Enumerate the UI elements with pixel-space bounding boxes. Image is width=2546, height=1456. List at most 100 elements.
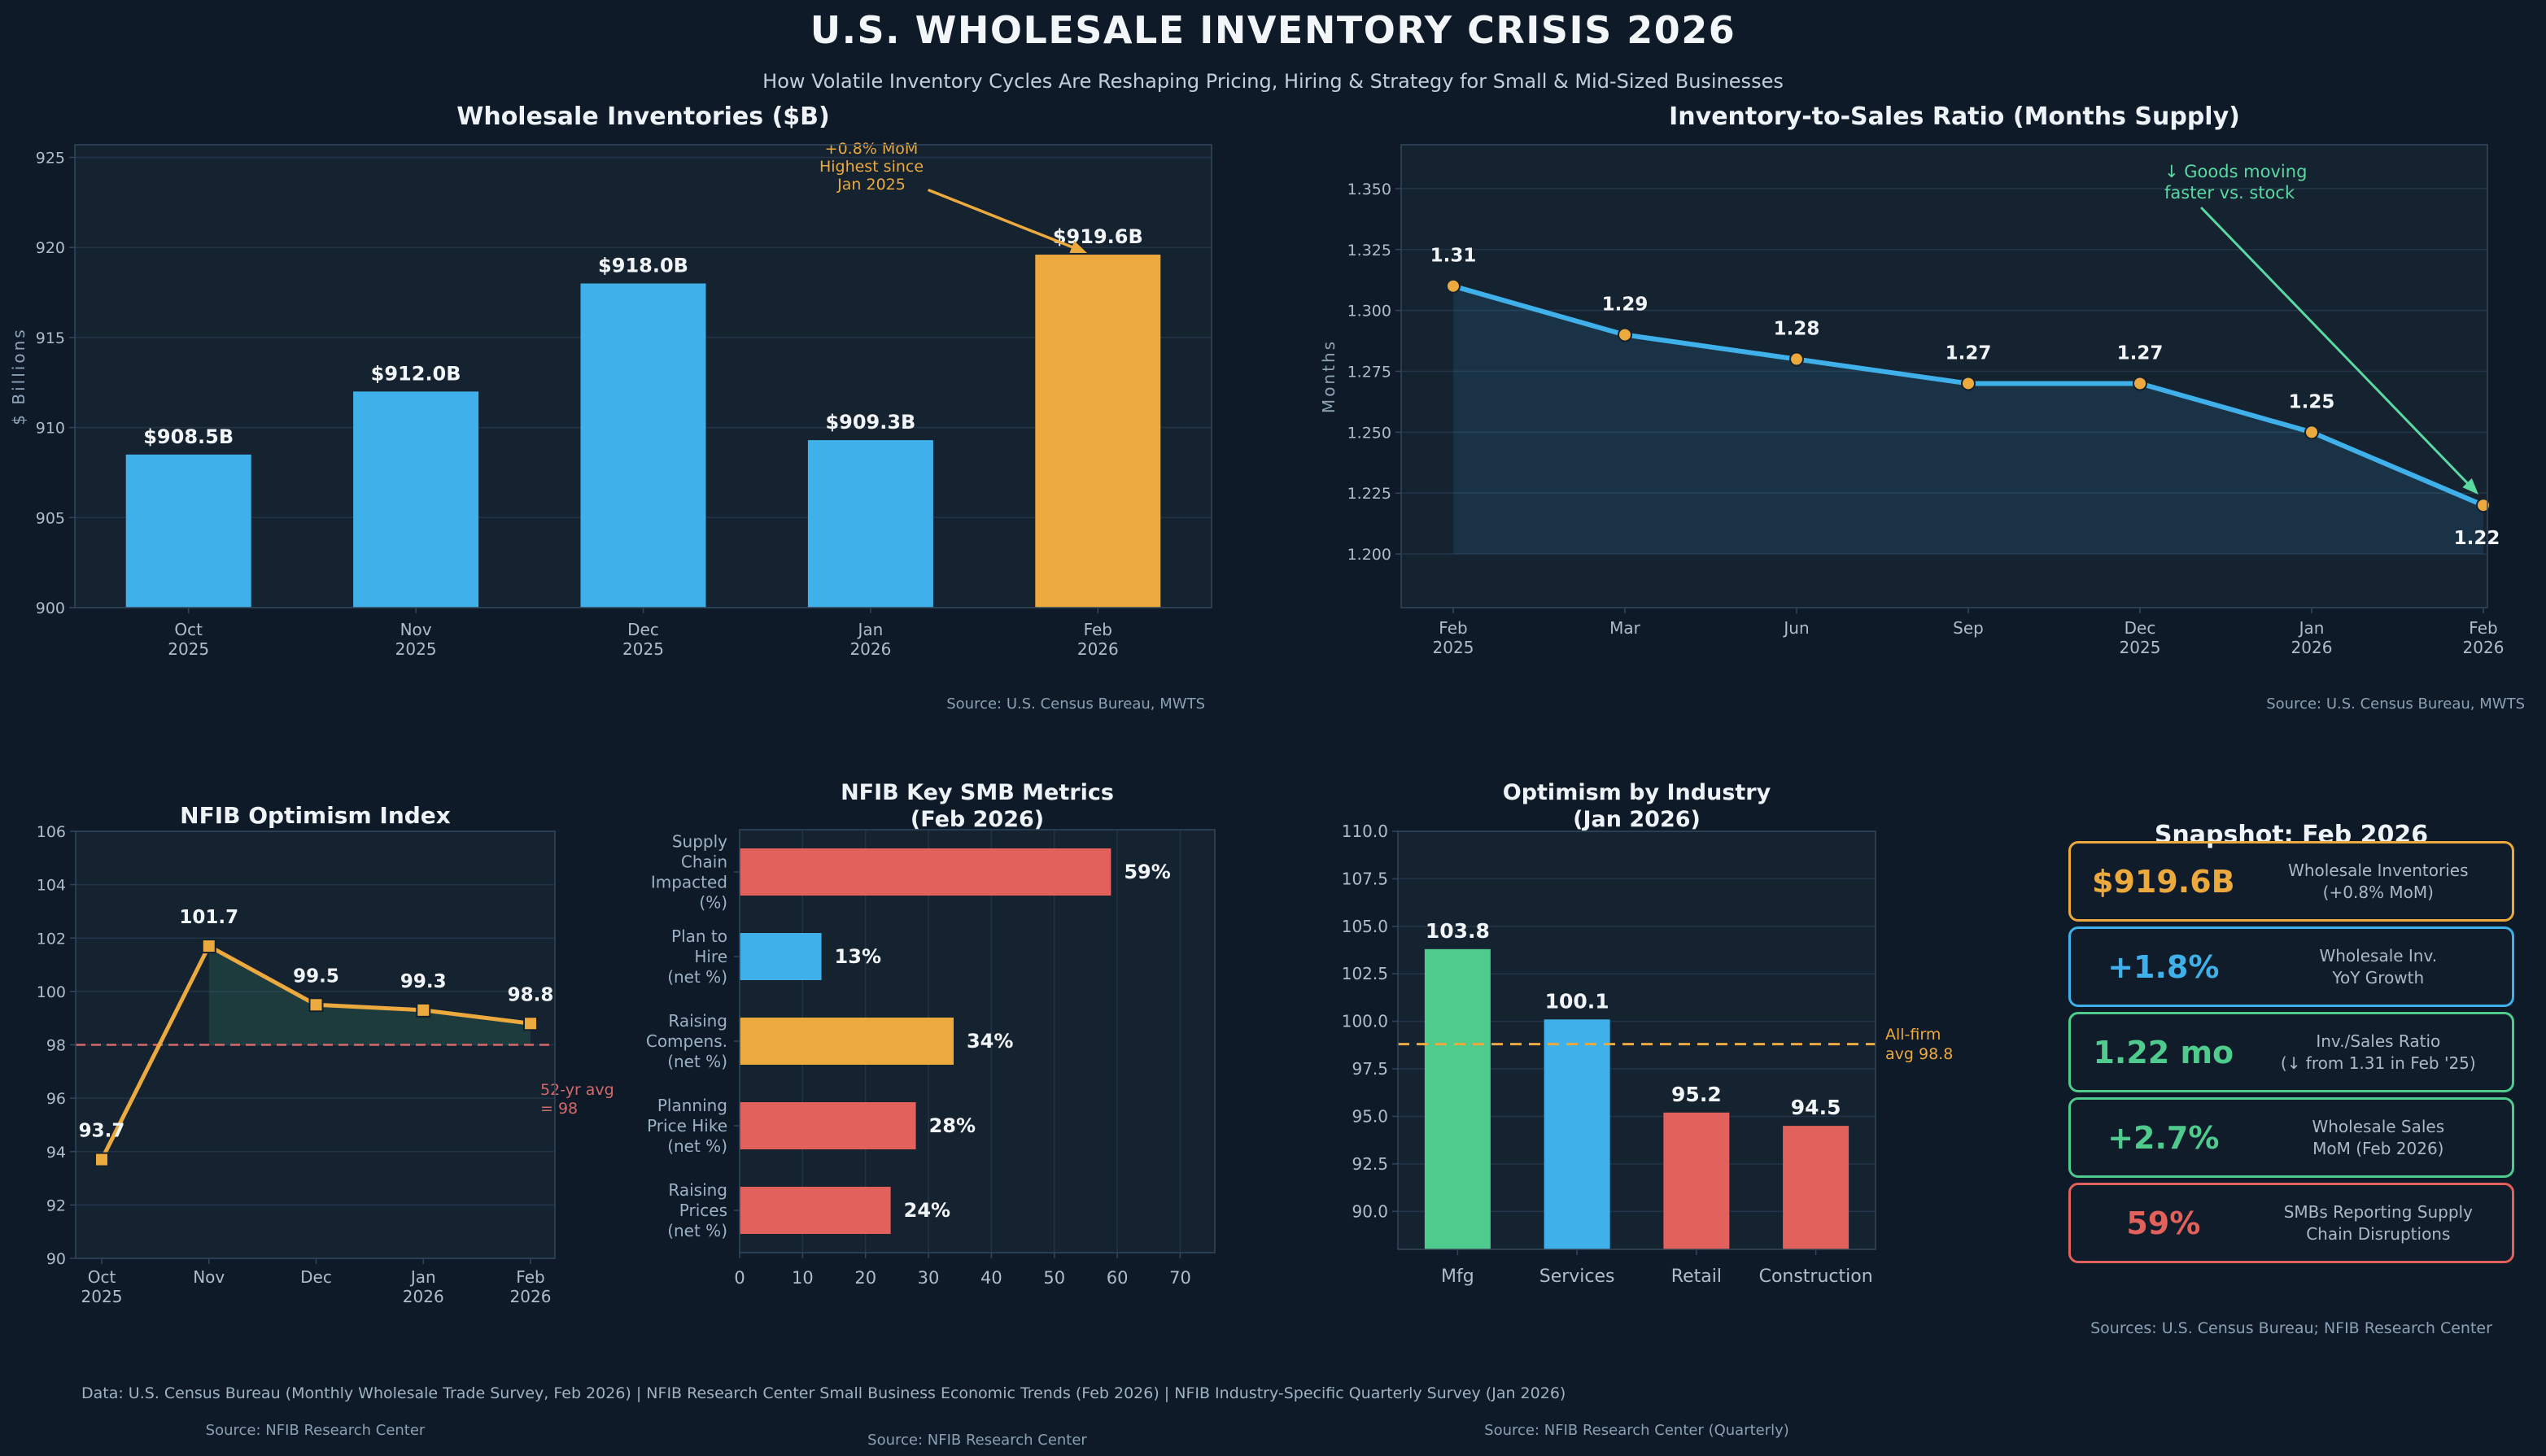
svg-text:Jan 2025: Jan 2025 — [836, 176, 906, 194]
svg-text:+0.8% MoM: +0.8% MoM — [825, 140, 919, 158]
svg-text:103.8: 103.8 — [1426, 919, 1490, 943]
svg-text:99.5: 99.5 — [293, 966, 339, 987]
svg-text:110.0: 110.0 — [1342, 822, 1388, 841]
footer-data-line: Data: U.S. Census Bureau (Monthly Wholes… — [81, 1384, 1566, 1402]
chart-title-wholesale-inventories: Wholesale Inventories ($B) — [456, 102, 830, 131]
snapshot-card-supply-chain: 59% SMBs Reporting Supply Chain Disrupti… — [2068, 1183, 2514, 1263]
svg-text:Feb: Feb — [516, 1267, 544, 1287]
svg-text:Dec: Dec — [300, 1267, 332, 1287]
svg-text:34%: 34% — [967, 1030, 1013, 1053]
svg-text:2026: 2026 — [849, 639, 891, 659]
svg-text:107.5: 107.5 — [1342, 869, 1388, 888]
industry-optimism-bar-chart: 90.0 92.5 95.0 97.5 100.0 102.5 105.0 107.5 110.… — [1261, 781, 1977, 1367]
svg-text:Mar: Mar — [1609, 618, 1641, 638]
chart-title-smb-metrics: NFIB Key SMB Metrics (Feb 2026) — [841, 780, 1114, 832]
svg-text:106: 106 — [37, 823, 66, 841]
snapshot-card-wholesale-inventories: $919.6B Wholesale Inventories (+0.8% MoM… — [2068, 841, 2514, 922]
svg-text:925: 925 — [36, 149, 65, 167]
chart-title-nfib-optimism: NFIB Optimism Index — [180, 802, 451, 829]
svg-text:2026: 2026 — [2291, 638, 2333, 657]
source-industry-optimism: Source: NFIB Research Center (Quarterly) — [1484, 1422, 1789, 1439]
svg-text:Sep: Sep — [1953, 618, 1984, 638]
svg-text:Oct: Oct — [174, 620, 203, 639]
svg-text:95.0: 95.0 — [1352, 1106, 1388, 1126]
svg-text:= 98: = 98 — [540, 1100, 578, 1118]
svg-text:Hire: Hire — [694, 947, 727, 966]
svg-text:$912.0B: $912.0B — [371, 362, 461, 385]
svg-text:2026: 2026 — [403, 1287, 444, 1306]
svg-text:59%: 59% — [1124, 861, 1170, 883]
snapshot-card-value: +1.8% — [2107, 948, 2220, 985]
svg-text:1.27: 1.27 — [1946, 342, 1992, 364]
svg-text:97.5: 97.5 — [1352, 1059, 1388, 1079]
svg-text:Dec: Dec — [2125, 618, 2156, 638]
svg-text:2026: 2026 — [1077, 639, 1119, 659]
svg-text:50: 50 — [1043, 1268, 1065, 1288]
svg-text:Jan: Jan — [2298, 618, 2325, 638]
svg-text:Feb: Feb — [1084, 620, 1112, 639]
snapshot-card-label: Inv./Sales Ratio (↓ from 1.31 in Feb '25… — [2280, 1031, 2476, 1073]
svg-text:1.325: 1.325 — [1347, 242, 1391, 259]
snapshot-card-label: Wholesale Inventories (+0.8% MoM) — [2288, 860, 2469, 902]
svg-text:(net %): (net %) — [667, 1052, 727, 1071]
svg-text:910: 910 — [36, 420, 65, 438]
svg-text:faster vs. stock: faster vs. stock — [2164, 183, 2295, 203]
svg-text:1.31: 1.31 — [1430, 246, 1477, 267]
page-title: U.S. WHOLESALE INVENTORY CRISIS 2026 — [810, 8, 1736, 52]
svg-text:Plan to: Plan to — [671, 926, 727, 946]
svg-text:Nov: Nov — [193, 1267, 225, 1287]
svg-text:100.0: 100.0 — [1342, 1012, 1388, 1031]
svg-text:Retail: Retail — [1671, 1266, 1722, 1287]
svg-text:Dec: Dec — [627, 620, 659, 639]
snapshot-card-inv-sales-ratio: 1.22 mo Inv./Sales Ratio (↓ from 1.31 in… — [2068, 1012, 2514, 1092]
svg-text:96: 96 — [46, 1090, 66, 1108]
svg-text:60: 60 — [1107, 1268, 1129, 1288]
svg-text:Supply: Supply — [672, 832, 727, 852]
svg-text:Highest since: Highest since — [819, 158, 924, 176]
svg-text:2026: 2026 — [2463, 638, 2505, 657]
svg-text:24%: 24% — [904, 1199, 950, 1222]
svg-text:1.200: 1.200 — [1347, 546, 1391, 564]
svg-text:All-firm: All-firm — [1885, 1026, 1941, 1044]
svg-text:1.275: 1.275 — [1347, 364, 1391, 381]
svg-text:2025: 2025 — [395, 639, 437, 659]
svg-text:104: 104 — [37, 877, 66, 895]
svg-text:Jan: Jan — [856, 620, 883, 639]
svg-text:Price Hike: Price Hike — [647, 1116, 727, 1136]
svg-text:98: 98 — [46, 1037, 66, 1055]
snapshot-sources: Sources: U.S. Census Bureau; NFIB Resear… — [2090, 1319, 2492, 1337]
svg-text:90: 90 — [46, 1250, 66, 1268]
smb-metrics-hbar-chart: 0 10 20 30 40 50 60 70 59% Supply Chain Impacted (%)… — [643, 781, 1261, 1367]
svg-text:2025: 2025 — [81, 1287, 123, 1306]
svg-text:40: 40 — [980, 1268, 1002, 1288]
snapshot-card-value: +2.7% — [2107, 1119, 2220, 1156]
svg-text:$909.3B: $909.3B — [825, 411, 915, 434]
svg-text:$918.0B: $918.0B — [598, 254, 688, 277]
svg-text:Feb: Feb — [1439, 618, 1467, 638]
svg-text:1.27: 1.27 — [2117, 342, 2164, 364]
svg-text:13%: 13% — [835, 945, 881, 968]
svg-text:905: 905 — [36, 509, 65, 527]
svg-text:(net %): (net %) — [667, 1136, 727, 1156]
svg-text:30: 30 — [918, 1268, 940, 1288]
svg-text:52-yr avg: 52-yr avg — [540, 1081, 614, 1099]
svg-text:92.5: 92.5 — [1352, 1154, 1388, 1174]
snapshot-card-label: Wholesale Inv. YoY Growth — [2319, 945, 2438, 987]
svg-text:Prices: Prices — [679, 1201, 727, 1220]
svg-text:avg 98.8: avg 98.8 — [1885, 1045, 1953, 1063]
source-inventory-to-sales: Source: U.S. Census Bureau, MWTS — [2266, 695, 2525, 713]
svg-text:70: 70 — [1169, 1268, 1191, 1288]
svg-text:Compens.: Compens. — [646, 1031, 727, 1051]
svg-text:28%: 28% — [929, 1114, 976, 1137]
svg-text:Services: Services — [1539, 1266, 1615, 1287]
svg-text:92: 92 — [46, 1197, 66, 1214]
chart-title-industry-optimism: Optimism by Industry (Jan 2026) — [1502, 780, 1771, 832]
svg-text:0: 0 — [734, 1268, 745, 1288]
svg-text:Jun: Jun — [1782, 618, 1809, 638]
snapshot-card-label: SMBs Reporting Supply Chain Disruptions — [2283, 1201, 2473, 1244]
svg-text:Construction: Construction — [1759, 1266, 1873, 1287]
source-smb-metrics: Source: NFIB Research Center — [867, 1432, 1087, 1449]
svg-text:(net %): (net %) — [667, 967, 727, 987]
snapshot-card-label: Wholesale Sales MoM (Feb 2026) — [2312, 1116, 2445, 1158]
svg-text:920: 920 — [36, 239, 65, 257]
